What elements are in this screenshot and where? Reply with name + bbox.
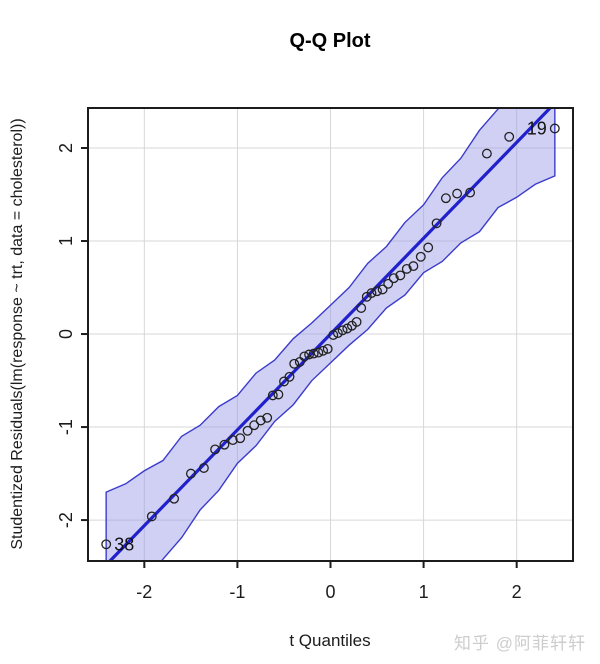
point-label: 38 <box>114 534 134 554</box>
data-point <box>210 444 221 455</box>
data-point <box>304 349 315 360</box>
data-point <box>383 278 394 289</box>
data-point <box>235 433 246 444</box>
data-point <box>219 439 230 450</box>
x-tick-label: -2 <box>136 582 152 602</box>
data-point <box>481 148 492 159</box>
data-point <box>440 193 451 204</box>
data-point <box>408 261 419 272</box>
data-point <box>431 218 442 229</box>
y-tick-label: -2 <box>56 512 76 528</box>
data-point <box>185 468 196 479</box>
data-point <box>465 187 476 198</box>
data-point <box>262 412 273 423</box>
x-tick-label: 2 <box>512 582 522 602</box>
y-axis-label: Studentized Residuals(lm(response ~ trt,… <box>9 118 26 549</box>
watermark-highlight: 知乎 @阿菲轩轩 <box>456 636 588 655</box>
data-point <box>351 316 362 327</box>
data-point <box>249 420 260 431</box>
x-tick-label: 1 <box>419 582 429 602</box>
data-point <box>549 123 560 134</box>
data-point <box>101 539 112 550</box>
data-point <box>289 358 300 369</box>
data-point <box>273 389 284 400</box>
data-point <box>322 343 333 354</box>
data-point <box>198 463 209 473</box>
data-point <box>395 270 406 281</box>
x-tick-label: 0 <box>325 582 335 602</box>
data-point <box>337 325 348 336</box>
data-point <box>356 303 367 313</box>
data-point <box>255 415 266 426</box>
y-tick-label: 2 <box>56 143 76 153</box>
y-tick-label: -1 <box>56 419 76 435</box>
chart-title: Q-Q Plot <box>289 30 370 52</box>
data-point <box>377 284 388 295</box>
data-point <box>313 347 324 358</box>
watermark: 知乎 @阿菲轩轩 <box>454 634 586 653</box>
data-point <box>388 273 399 284</box>
data-point <box>372 286 382 297</box>
data-point <box>401 263 412 274</box>
data-point <box>328 330 339 340</box>
reference-line <box>107 108 553 561</box>
data-point <box>415 251 426 262</box>
data-point <box>318 345 329 356</box>
data-point <box>452 188 463 199</box>
data-point <box>169 493 180 504</box>
data-point <box>227 435 238 446</box>
data-point <box>267 390 278 401</box>
x-axis-label: t Quantiles <box>289 631 370 650</box>
point-label: 19 <box>527 119 547 139</box>
data-point <box>284 371 295 382</box>
y-tick-label: 0 <box>56 329 76 339</box>
data-point <box>299 351 310 362</box>
data-point <box>146 511 157 522</box>
data-point <box>423 242 434 253</box>
y-tick-label: 1 <box>56 236 76 246</box>
data-point <box>242 425 253 436</box>
x-tick-label: -1 <box>229 582 245 602</box>
data-point <box>504 131 515 142</box>
data-point <box>366 288 377 299</box>
data-point <box>308 348 319 359</box>
